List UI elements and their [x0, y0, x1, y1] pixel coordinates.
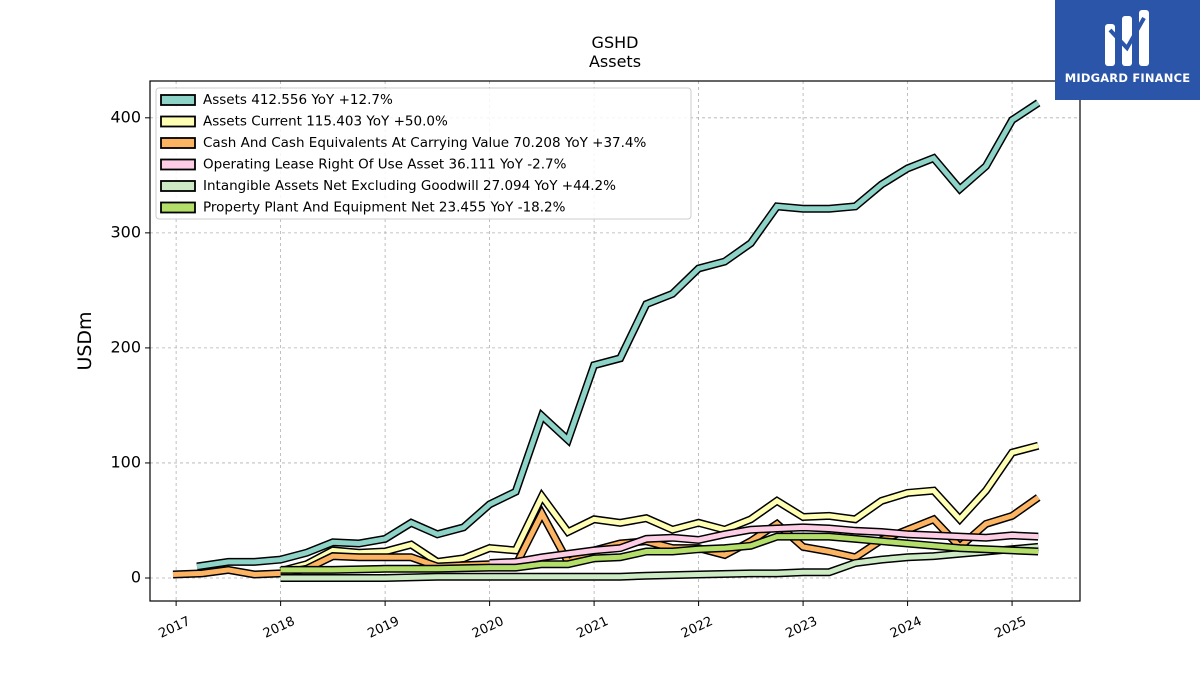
- plot-area-frame: [149, 80, 1081, 602]
- legend-entry: Assets Current 115.403 YoY +50.0%: [203, 114, 448, 130]
- series-line: [279, 443, 1039, 574]
- x-tick-label: 2024: [888, 614, 924, 642]
- y-tick-label: 300: [110, 222, 141, 241]
- x-tick-label: 2020: [470, 614, 506, 642]
- chart-title: GSHD: [592, 33, 639, 52]
- legend-entry: Intangible Assets Net Excluding Goodwill…: [203, 178, 616, 194]
- y-tick-label: 0: [131, 567, 141, 586]
- y-tick-label: 200: [110, 337, 141, 356]
- midgard-m-logo-icon: [1105, 10, 1149, 66]
- y-axis: 0 100 200 300 400: [110, 107, 150, 586]
- brand-name: MIDGARD FINANCE: [1064, 71, 1191, 85]
- series-line: [280, 534, 1039, 573]
- series-layer: [172, 99, 1041, 582]
- series-line: [489, 524, 1039, 566]
- x-tick-label: 2023: [783, 614, 819, 642]
- legend-box: [155, 87, 692, 220]
- legend-entry: Operating Lease Right Of Use Asset 36.11…: [203, 157, 567, 173]
- legend-entry: Assets 412.556 YoY +12.7%: [203, 92, 393, 108]
- x-tick-label: 2021: [574, 614, 610, 642]
- x-tick-label: 2017: [156, 614, 192, 642]
- y-tick-label: 400: [110, 107, 141, 126]
- x-tick-label: 2019: [365, 614, 401, 642]
- x-tick-label: 2025: [992, 614, 1028, 642]
- legend-swatch: [160, 201, 196, 214]
- y-axis-label: USDm: [74, 311, 96, 370]
- y-tick-label: 100: [110, 452, 141, 471]
- legend-swatch: [160, 94, 196, 106]
- brand-logo: MIDGARD FINANCE: [1055, 0, 1200, 100]
- legend-swatch: [160, 115, 196, 128]
- series-line: [280, 544, 1039, 581]
- legend-swatch: [160, 180, 196, 192]
- legend-swatch: [160, 158, 196, 171]
- chart-subtitle: Assets: [589, 52, 641, 71]
- legend-entry: Property Plant And Equipment Net 23.455 …: [203, 200, 566, 216]
- legend: Assets 412.556 YoY +12.7% Assets Current …: [155, 87, 692, 220]
- x-tick-label: 2022: [679, 614, 715, 642]
- x-axis: 2017 2018 2019 2020 2021 2022 2023 2024 2025: [156, 601, 1029, 642]
- legend-entry: Cash And Cash Equivalents At Carrying Va…: [203, 135, 647, 151]
- legend-swatch: [160, 137, 196, 149]
- x-tick-label: 2018: [261, 614, 297, 642]
- series-line: [196, 100, 1040, 569]
